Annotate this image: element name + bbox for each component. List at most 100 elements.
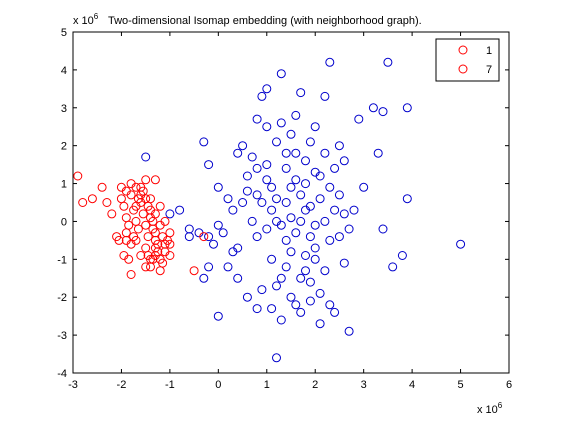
data-point-series-7 bbox=[296, 88, 306, 98]
data-point-series-7 bbox=[252, 114, 262, 124]
data-point-series-1 bbox=[126, 270, 136, 279]
data-point-series-7 bbox=[228, 205, 238, 215]
data-point-series-7 bbox=[213, 311, 223, 321]
y-tick-label: -2 bbox=[57, 292, 67, 304]
data-point-series-1 bbox=[141, 262, 151, 272]
x-tick-label: 4 bbox=[409, 379, 415, 391]
data-point-series-7 bbox=[252, 190, 262, 200]
legend-marker-7 bbox=[458, 64, 468, 74]
x-tick-label: -2 bbox=[117, 379, 127, 391]
data-point-series-7 bbox=[325, 57, 335, 67]
data-point-series-7 bbox=[310, 254, 320, 264]
data-point-series-7 bbox=[310, 220, 320, 230]
x-tick-label: 3 bbox=[361, 379, 367, 391]
data-point-series-7 bbox=[373, 148, 383, 158]
data-point-series-7 bbox=[262, 160, 272, 170]
data-point-series-7 bbox=[296, 190, 306, 200]
x-exponent-label: x 106 bbox=[477, 401, 503, 416]
data-point-series-7 bbox=[310, 167, 320, 177]
y-tick-label: 0 bbox=[61, 216, 67, 228]
x-tick-label: 2 bbox=[312, 379, 318, 391]
data-point-series-7 bbox=[276, 220, 286, 230]
data-point-series-7 bbox=[334, 190, 344, 200]
data-point-series-7 bbox=[262, 175, 272, 185]
data-point-series-1 bbox=[143, 201, 153, 211]
y-tick-label: 5 bbox=[61, 27, 67, 39]
data-point-series-1 bbox=[133, 224, 143, 234]
x-exponent-power: 6 bbox=[498, 401, 503, 410]
data-point-series-7 bbox=[305, 296, 315, 306]
y-exponent-power: 6 bbox=[94, 12, 99, 21]
y-exponent-label: x 106 bbox=[73, 12, 99, 27]
legend-marker-1 bbox=[458, 45, 468, 55]
data-point-series-7 bbox=[301, 179, 310, 189]
data-point-series-7 bbox=[286, 247, 296, 257]
data-point-series-7 bbox=[233, 273, 243, 283]
data-point-series-7 bbox=[175, 205, 185, 215]
data-point-series-7 bbox=[291, 148, 301, 158]
data-point-series-1 bbox=[141, 220, 151, 230]
data-point-series-7 bbox=[257, 198, 267, 207]
x-tick-label: 5 bbox=[457, 379, 463, 391]
data-point-series-7 bbox=[281, 235, 291, 245]
x-tick-label: -3 bbox=[68, 379, 78, 391]
data-point-series-7 bbox=[315, 194, 325, 204]
data-point-series-7 bbox=[330, 307, 340, 317]
data-point-series-7 bbox=[296, 307, 306, 317]
data-point-series-1 bbox=[141, 175, 151, 185]
y-tick-label: 3 bbox=[61, 103, 67, 115]
data-point-series-7 bbox=[247, 216, 257, 226]
legend: 1 7 bbox=[435, 38, 500, 82]
data-point-series-7 bbox=[402, 194, 412, 204]
data-point-series-7 bbox=[359, 182, 369, 192]
data-point-series-7 bbox=[320, 266, 330, 276]
data-point-series-7 bbox=[209, 239, 218, 249]
data-point-series-7 bbox=[257, 285, 267, 295]
data-point-series-1 bbox=[78, 198, 88, 207]
y-tick-label: 2 bbox=[61, 141, 67, 153]
y-tick-label: 4 bbox=[61, 65, 67, 77]
data-point-series-7 bbox=[204, 160, 214, 170]
data-point-series-7 bbox=[344, 224, 354, 234]
data-point-series-7 bbox=[349, 205, 359, 215]
data-point-series-1 bbox=[126, 190, 136, 200]
data-point-series-7 bbox=[388, 262, 398, 272]
data-point-series-7 bbox=[213, 182, 223, 192]
data-point-series-1 bbox=[138, 209, 148, 219]
data-point-series-7 bbox=[339, 156, 349, 166]
data-point-series-7 bbox=[291, 300, 301, 310]
data-point-series-7 bbox=[330, 205, 340, 215]
data-point-series-7 bbox=[141, 152, 151, 162]
data-point-series-7 bbox=[301, 251, 310, 260]
data-point-series-7 bbox=[204, 232, 214, 242]
data-point-series-7 bbox=[242, 186, 252, 196]
data-point-series-1 bbox=[121, 235, 131, 245]
data-point-series-7 bbox=[334, 232, 344, 242]
data-point-series-7 bbox=[305, 232, 315, 242]
data-point-series-7 bbox=[344, 326, 354, 336]
data-point-series-1 bbox=[124, 220, 134, 230]
data-point-series-7 bbox=[320, 91, 330, 101]
data-point-series-7 bbox=[199, 137, 209, 147]
data-point-series-7 bbox=[247, 152, 257, 162]
data-point-series-1 bbox=[102, 198, 112, 207]
x-tick-label: 0 bbox=[215, 379, 221, 391]
y-tick-label: -1 bbox=[57, 254, 67, 266]
data-point-series-7 bbox=[272, 353, 281, 363]
data-point-series-7 bbox=[165, 209, 175, 219]
data-point-series-1 bbox=[160, 247, 170, 257]
data-point-series-7 bbox=[252, 232, 262, 242]
data-point-series-7 bbox=[262, 122, 272, 132]
data-point-series-7 bbox=[301, 205, 310, 215]
data-point-series-7 bbox=[281, 148, 291, 158]
data-point-series-7 bbox=[262, 84, 272, 94]
data-point-series-1 bbox=[119, 201, 129, 211]
data-point-series-7 bbox=[199, 273, 209, 283]
data-point-series-7 bbox=[286, 213, 296, 223]
data-point-series-7 bbox=[218, 228, 228, 238]
x-tick-label: -1 bbox=[165, 379, 175, 391]
data-point-series-1 bbox=[199, 232, 209, 242]
data-point-series-7 bbox=[301, 266, 310, 276]
